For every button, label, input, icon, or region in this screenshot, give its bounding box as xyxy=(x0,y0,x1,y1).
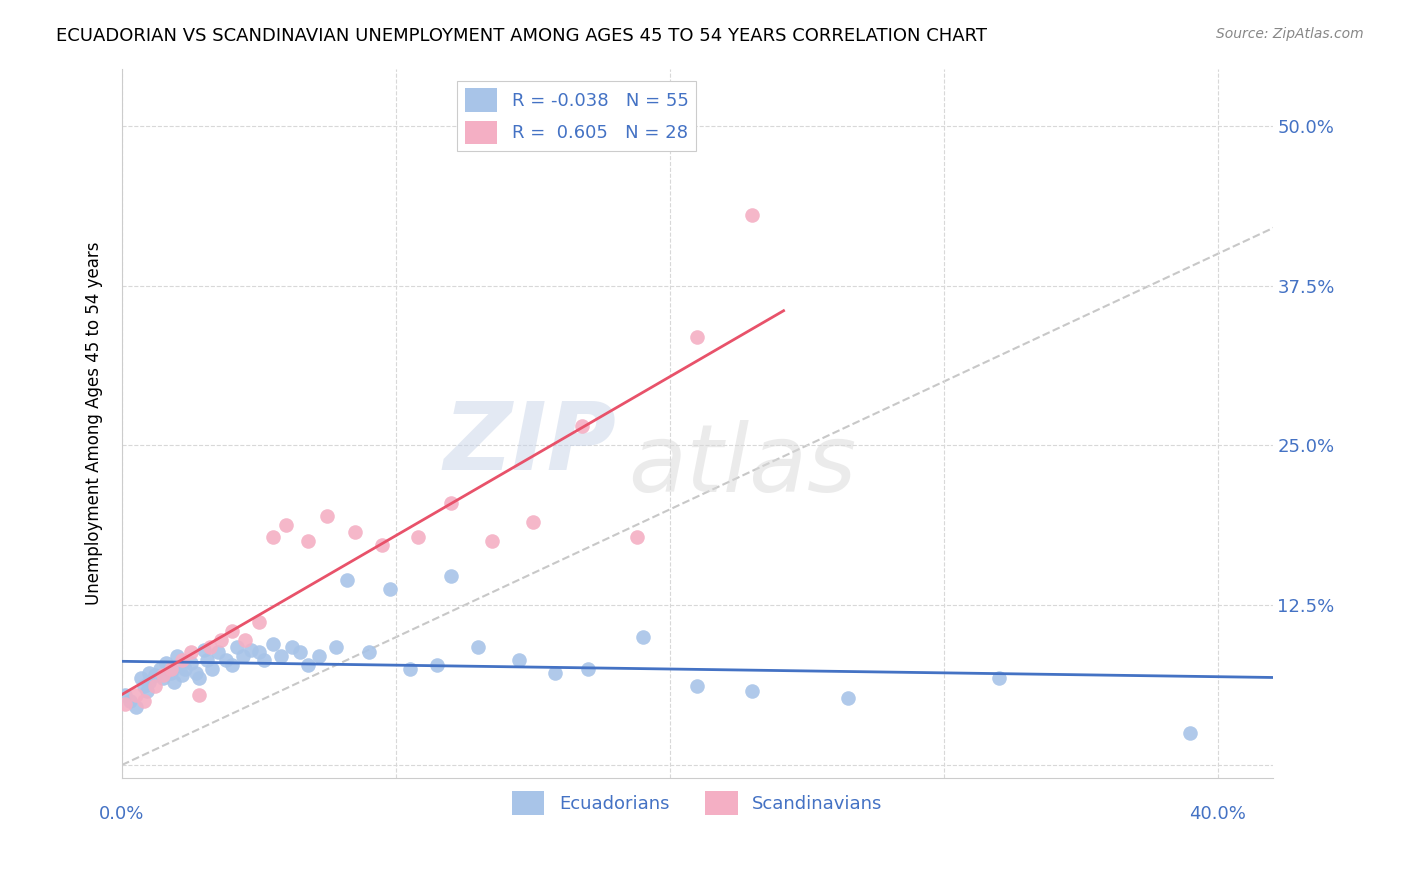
Point xyxy=(135,683,157,698)
Point xyxy=(686,330,709,344)
Point xyxy=(143,668,166,682)
Point xyxy=(741,683,763,698)
Point xyxy=(152,668,174,682)
Point xyxy=(221,624,243,638)
Text: atlas: atlas xyxy=(628,420,856,511)
Point xyxy=(160,662,183,676)
Point xyxy=(166,649,188,664)
Y-axis label: Unemployment Among Ages 45 to 54 years: Unemployment Among Ages 45 to 54 years xyxy=(86,242,103,605)
Text: ZIP: ZIP xyxy=(444,399,617,491)
Point xyxy=(297,534,319,549)
Point xyxy=(316,508,339,523)
Point xyxy=(343,525,366,540)
Point xyxy=(281,640,304,655)
Point xyxy=(262,636,284,650)
Point xyxy=(288,645,311,659)
Point xyxy=(160,665,183,680)
Point xyxy=(215,653,238,667)
Point xyxy=(143,679,166,693)
Point xyxy=(631,630,654,644)
Point xyxy=(247,615,270,629)
Point xyxy=(262,531,284,545)
Point xyxy=(440,496,463,510)
Text: 40.0%: 40.0% xyxy=(1189,805,1246,823)
Point xyxy=(120,694,142,708)
Point xyxy=(193,643,215,657)
Point xyxy=(380,582,402,596)
Point xyxy=(357,645,380,659)
Point xyxy=(232,649,254,664)
Point xyxy=(180,645,202,659)
Point xyxy=(325,640,347,655)
Point xyxy=(114,697,136,711)
Point xyxy=(686,679,709,693)
Point xyxy=(987,671,1010,685)
Point xyxy=(155,656,177,670)
Point xyxy=(187,671,209,685)
Point xyxy=(187,688,209,702)
Point xyxy=(207,645,229,659)
Text: Source: ZipAtlas.com: Source: ZipAtlas.com xyxy=(1216,27,1364,41)
Point xyxy=(576,662,599,676)
Point xyxy=(308,649,330,664)
Point xyxy=(149,662,172,676)
Point xyxy=(201,662,224,676)
Point xyxy=(741,209,763,223)
Point xyxy=(467,640,489,655)
Point xyxy=(163,674,186,689)
Point xyxy=(522,515,544,529)
Point xyxy=(132,694,155,708)
Point xyxy=(544,665,567,680)
Point xyxy=(837,691,859,706)
Point xyxy=(247,645,270,659)
Point xyxy=(129,671,152,685)
Point xyxy=(114,688,136,702)
Point xyxy=(195,653,218,667)
Point xyxy=(426,658,449,673)
Point xyxy=(125,688,148,702)
Point xyxy=(626,531,648,545)
Point xyxy=(508,653,530,667)
Point xyxy=(125,700,148,714)
Legend: Ecuadorians, Scandinavians: Ecuadorians, Scandinavians xyxy=(505,784,890,822)
Point xyxy=(297,658,319,673)
Point xyxy=(172,653,194,667)
Point xyxy=(336,573,359,587)
Point xyxy=(132,679,155,693)
Point xyxy=(226,640,249,655)
Point xyxy=(276,517,298,532)
Text: 0.0%: 0.0% xyxy=(100,805,145,823)
Point xyxy=(174,662,197,676)
Point xyxy=(184,665,207,680)
Point xyxy=(209,632,232,647)
Point xyxy=(169,658,191,673)
Point xyxy=(1180,726,1202,740)
Point xyxy=(270,649,292,664)
Point xyxy=(571,419,593,434)
Point xyxy=(371,538,394,552)
Point xyxy=(180,656,202,670)
Text: ECUADORIAN VS SCANDINAVIAN UNEMPLOYMENT AMONG AGES 45 TO 54 YEARS CORRELATION CH: ECUADORIAN VS SCANDINAVIAN UNEMPLOYMENT … xyxy=(56,27,987,45)
Point xyxy=(398,662,420,676)
Point xyxy=(138,674,160,689)
Point xyxy=(406,531,429,545)
Point xyxy=(253,653,276,667)
Point xyxy=(138,665,160,680)
Point xyxy=(198,640,221,655)
Point xyxy=(152,671,174,685)
Point xyxy=(233,632,256,647)
Point xyxy=(440,569,463,583)
Point xyxy=(239,643,262,657)
Point xyxy=(221,658,243,673)
Point xyxy=(481,534,503,549)
Point xyxy=(172,668,194,682)
